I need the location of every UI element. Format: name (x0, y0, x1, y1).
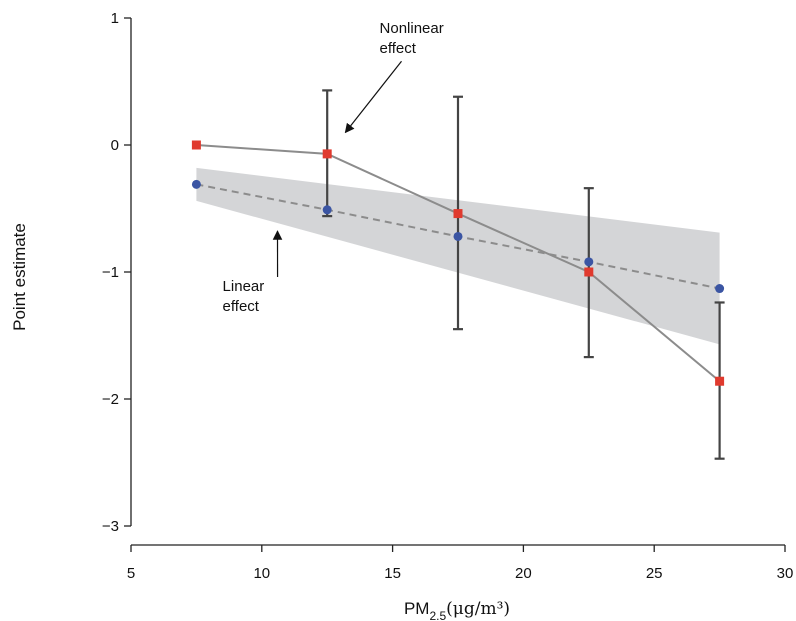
linear-effect-point (715, 284, 725, 294)
linear-annotation-line1: Linear (223, 278, 265, 295)
nonlinear-effect-point (191, 140, 201, 150)
nonlinear-annotation-line2: effect (380, 40, 417, 57)
data-points (191, 140, 725, 386)
x-tick-label: 30 (777, 565, 794, 582)
axes: 10−1−2−35 10 15 20 25 30 (102, 10, 793, 582)
y-tick-label: 0 (111, 137, 119, 154)
y-axis-title: Point estimate (10, 223, 29, 331)
linear-effect-point (453, 231, 463, 241)
y-tick-label: −1 (102, 264, 119, 281)
x-axis-title: PM2.5(μg/m³) (404, 599, 510, 621)
y-tick-label: −2 (102, 391, 119, 408)
nonlinear-annotation-line1: Nonlinear (380, 20, 444, 37)
nonlinear-effect-point (715, 376, 725, 386)
linear-effect-point (322, 205, 332, 215)
nonlinear-annotation-arrow (344, 60, 402, 134)
x-tick-label: 15 (384, 565, 401, 582)
nonlinear-effect-point (584, 267, 594, 277)
linear-annotation-line2: effect (223, 298, 260, 315)
linear-effect-point (584, 257, 594, 267)
x-axis-title-subscript: 2.5 (429, 609, 446, 621)
y-tick-label: −3 (102, 518, 119, 535)
x-tick-label: 25 (646, 565, 663, 582)
x-tick-label: 10 (253, 565, 270, 582)
annotations: Nonlinear effect Linear effect (223, 20, 444, 315)
x-axis-title-units: (μg/m³) (446, 599, 510, 619)
x-axis-title-main: PM (404, 599, 430, 618)
x-tick-label: 5 (127, 565, 135, 582)
nonlinear-effect-point (453, 209, 463, 219)
nonlinear-effect-point (322, 149, 332, 159)
linear-effect-point (191, 179, 201, 189)
y-tick-label: 1 (111, 10, 119, 27)
x-tick-label: 20 (515, 565, 532, 582)
